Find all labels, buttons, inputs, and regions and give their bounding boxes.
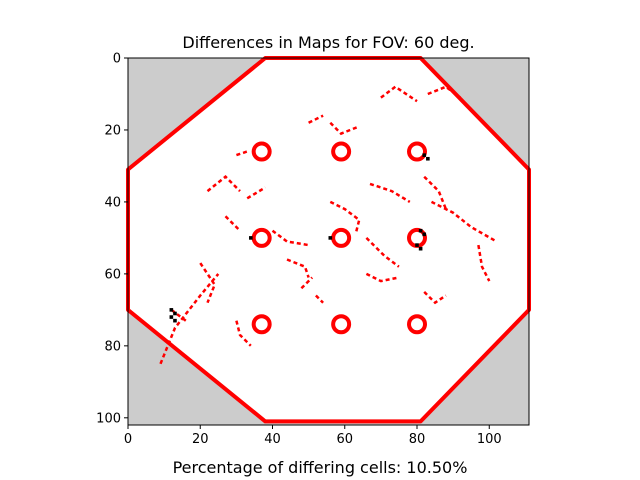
overlap-cell-7 [418,246,423,251]
overlap-cell-1 [173,311,177,316]
difference-cluster-12 [430,200,498,243]
difference-cluster-23 [224,215,241,232]
difference-cluster-22 [300,276,314,290]
circle-obstacle-4 [331,227,352,248]
differing-percentage-text: Percentage of differing cells: 10.50% [172,458,468,477]
circle-obstacles [251,141,428,335]
map-heatmap [126,56,531,426]
overlap-cell-8 [422,153,427,157]
difference-cluster-18 [308,114,324,124]
circle-obstacle-1 [331,141,352,162]
difference-cluster-9 [329,200,361,235]
x-tick-label-5: 100 [477,432,502,447]
x-tick-label-2: 40 [264,432,281,447]
circle-obstacle-8 [407,314,428,335]
difference-cluster-21 [365,272,400,283]
circle-obstacle-6 [251,314,272,335]
overlap-cell-2 [169,315,174,319]
y-tick-label-3: 60 [104,267,121,282]
circle-obstacle-3 [251,227,272,248]
overlap-cell-6 [415,243,419,247]
difference-cluster-8 [315,294,324,304]
overlap-cell-0 [169,308,174,312]
difference-cluster-5 [246,186,266,200]
difference-cluster-11 [365,237,400,268]
difference-cluster-3 [235,320,252,347]
chart-title: Differences in Maps for FOV: 60 deg. [182,33,475,52]
difference-cluster-10 [369,182,411,203]
y-tick-label-0: 0 [113,52,121,67]
overlap-cell-5 [422,232,427,237]
difference-cluster-4 [206,175,241,193]
y-tick-label-5: 100 [96,411,121,426]
differing-cell-clusters [159,85,498,365]
x-tick-label-3: 60 [336,432,353,447]
overlap-cell-11 [328,236,333,240]
x-tick-label-4: 80 [409,432,426,447]
y-tick-label-4: 80 [104,339,121,354]
y-tick-label-1: 20 [104,123,121,138]
overlap-cell-4 [418,228,423,233]
difference-cluster-19 [236,150,248,157]
plot-frame [127,57,530,426]
y-tick-label-2: 40 [104,195,121,210]
y-axis: 0 20 40 60 80 100 [96,52,128,426]
x-axis: 0 20 40 60 80 100 [124,425,502,447]
overlap-cells [169,153,430,323]
difference-cluster-20 [423,291,447,305]
circle-obstacle-7 [331,314,352,335]
difference-cluster-16 [427,85,462,99]
difference-cluster-0 [159,273,220,365]
overlap-cell-9 [426,156,430,161]
circle-obstacle-0 [251,141,272,162]
x-tick-label-1: 20 [192,432,209,447]
difference-cluster-17 [329,121,360,136]
difference-cluster-2 [199,262,217,304]
circle-obstacle-2 [407,141,428,162]
x-tick-label-0: 0 [124,432,132,447]
overlap-cell-3 [173,318,177,323]
difference-cluster-13 [477,244,491,282]
overlap-cell-10 [249,236,253,240]
difference-cluster-15 [380,85,418,103]
